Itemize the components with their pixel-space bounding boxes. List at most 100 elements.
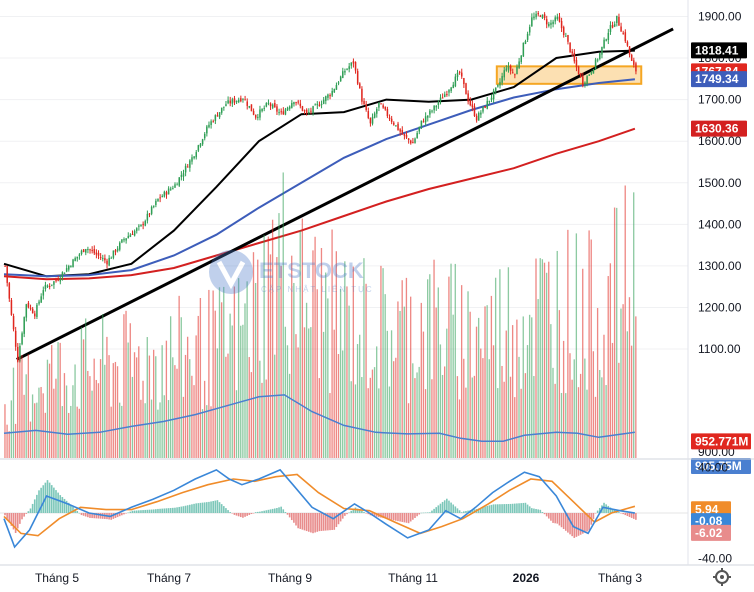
volume-bar [280, 266, 282, 458]
macd-histogram-bar [76, 510, 79, 513]
candle-body [36, 304, 38, 317]
candle-body [159, 197, 161, 199]
candle-body [203, 133, 206, 139]
candle-body [435, 106, 438, 108]
macd-histogram-bar [626, 513, 629, 517]
macd-histogram-bar [497, 504, 499, 513]
candle-body [407, 138, 410, 141]
volume-bar [399, 310, 401, 458]
volume-bar [316, 289, 318, 458]
volume-bar [184, 354, 187, 458]
candle-body [301, 106, 304, 111]
macd-histogram-bar [288, 513, 291, 518]
candle-body [590, 72, 593, 74]
macd-histogram-bar [365, 513, 367, 514]
volume-bar [112, 363, 114, 458]
macd-histogram-bar [586, 513, 588, 532]
candle-body [599, 53, 601, 59]
candle-body [556, 16, 559, 19]
candle-body [552, 21, 554, 25]
candle-body [44, 284, 47, 289]
macd-histogram-bar [339, 513, 342, 522]
macd-histogram-bar [573, 513, 576, 538]
candle-body [518, 61, 520, 68]
candle-body [263, 107, 265, 109]
settings-gear-icon[interactable] [712, 567, 732, 587]
macd-histogram-bar [246, 513, 248, 516]
macd-histogram-bar [261, 511, 263, 513]
macd-histogram-bar [186, 505, 189, 513]
volume-bar [471, 377, 473, 458]
macd-histogram-bar [121, 513, 123, 516]
candle-body [605, 39, 607, 41]
macd-histogram-bar [575, 513, 578, 537]
volume-bar [310, 327, 312, 458]
volume-bar [278, 213, 280, 458]
candle-body [140, 224, 142, 227]
macd-histogram-bar [14, 513, 17, 533]
volume-bar [352, 266, 354, 458]
candle-body [567, 35, 569, 42]
candle-body [216, 115, 219, 117]
macd-histogram-bar [70, 504, 72, 513]
volume-bar [552, 367, 554, 458]
volume-bar [607, 276, 609, 458]
candle-body [161, 196, 164, 198]
candle-body [565, 35, 567, 37]
volume-bar [314, 236, 316, 458]
macd-histogram-bar [547, 513, 550, 519]
volume-bar [312, 250, 314, 458]
volume-bar [265, 379, 267, 458]
macd-histogram-bar [155, 509, 157, 513]
volume-bar [613, 207, 616, 458]
candle-body [252, 110, 255, 115]
volume-bar [528, 314, 531, 458]
volume-bar [509, 376, 512, 458]
volume-bar [437, 287, 439, 458]
candle-body [526, 33, 529, 40]
candle-body [195, 152, 197, 158]
macd-histogram-bar [176, 507, 178, 513]
macd-histogram-bar [127, 512, 130, 514]
volume-bar [573, 359, 575, 458]
macd-histogram-bar [212, 501, 214, 513]
volume-bar [27, 354, 29, 458]
volume-bar [116, 366, 119, 458]
candle-body [367, 111, 370, 118]
volume-bar [439, 344, 442, 458]
candle-body [254, 114, 257, 118]
volume-ma-label: 905.75M [695, 459, 742, 473]
candle-body [131, 234, 134, 236]
ma-label-blue: 1749.34 [695, 72, 739, 86]
time-tick-label: 2026 [513, 571, 540, 585]
volume-bar [8, 431, 10, 458]
volume-bar [435, 307, 437, 458]
macd-histogram-bar [329, 513, 331, 531]
macd-histogram-bar [518, 503, 520, 513]
macd-histogram-bar [335, 513, 338, 528]
volume-bar [195, 335, 197, 458]
candle-body [603, 39, 605, 49]
candle-body [594, 59, 597, 70]
candle-body [206, 126, 208, 134]
candle-body [314, 104, 316, 106]
candle-body [414, 138, 416, 144]
candle-body [630, 54, 633, 61]
candle-body [403, 133, 406, 136]
macd-histogram-bar [407, 513, 410, 524]
candle-body [562, 27, 565, 36]
macd-histogram-bar [142, 510, 144, 513]
macd-histogram-bar [271, 508, 274, 513]
macd-histogram-bar [507, 503, 510, 513]
macd-histogram-bar [577, 513, 580, 536]
candle-body [388, 117, 391, 119]
volume-bar [599, 369, 601, 458]
candle-body [17, 346, 19, 362]
volume-bar [348, 305, 350, 458]
macd-histogram-bar [167, 508, 170, 513]
candle-body [322, 99, 325, 104]
volume-bar [603, 334, 605, 458]
volume-bar [127, 342, 129, 458]
support-zone [495, 65, 643, 85]
